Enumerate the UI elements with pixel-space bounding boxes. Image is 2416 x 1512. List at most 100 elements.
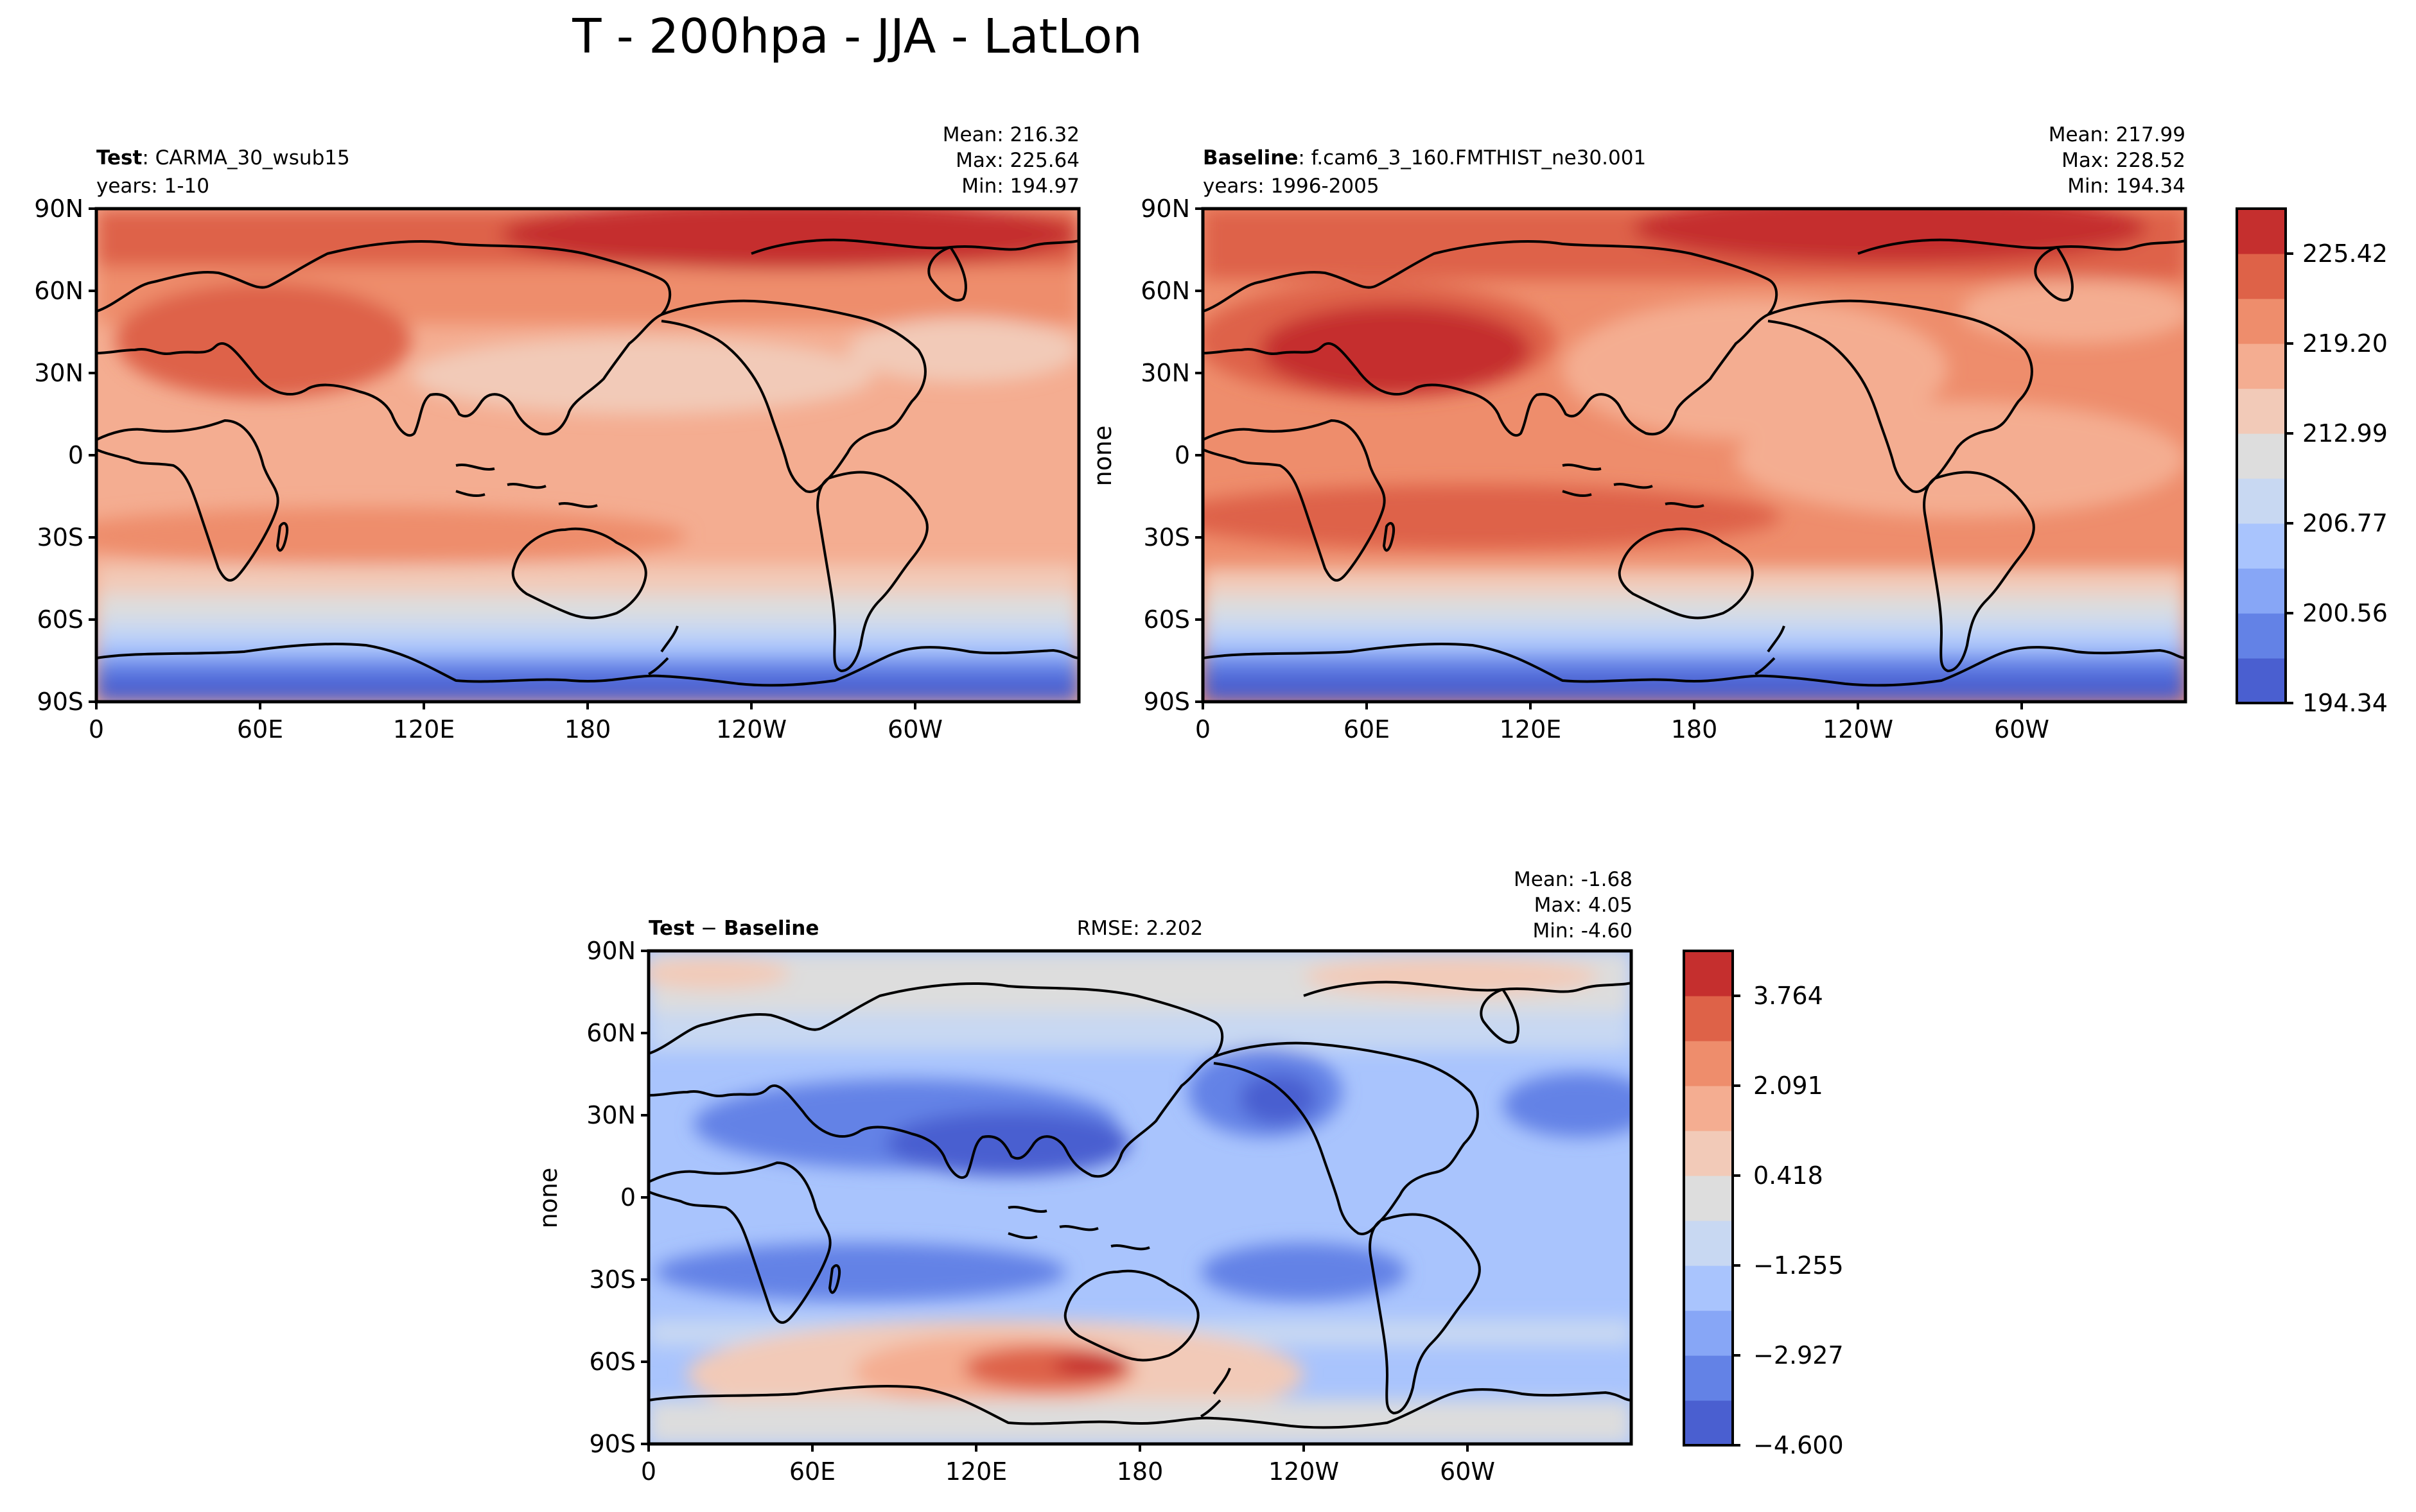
- diff-lon-tick: 0: [641, 1457, 656, 1486]
- test-map: 90N 60N 30N 0 30S 60S 90S 0 60E 120E 180…: [34, 195, 1081, 743]
- baseline-lat-tick: 30N: [1141, 359, 1190, 387]
- diff-panel-label: Test − Baseline: [649, 917, 819, 940]
- diff-colorbar-swatch: [1684, 1310, 1733, 1356]
- test-lat-tick: 90N: [34, 195, 83, 223]
- diff-colorbar-swatch: [1684, 1265, 1733, 1311]
- diff-lon-tick: 120W: [1268, 1457, 1339, 1486]
- abs-colorbar-swatch: [2237, 568, 2286, 614]
- baseline-lat-tick: 90N: [1141, 195, 1190, 223]
- diff-lon-tick: 60W: [1440, 1457, 1495, 1486]
- diff-colorbar-swatch: [1684, 1400, 1733, 1446]
- diff-colorbar-label: 3.764: [1753, 982, 1823, 1010]
- abs-colorbar: 225.42 219.20 212.99 206.77 200.56 194.3…: [2236, 207, 2388, 717]
- diff-colorbar-label: −1.255: [1753, 1251, 1844, 1280]
- abs-colorbar-swatch: [2237, 523, 2286, 569]
- test-min: Min: 194.97: [961, 175, 1080, 198]
- abs-colorbar-label: 200.56: [2302, 599, 2388, 627]
- diff-lon-tick: 60E: [789, 1457, 836, 1486]
- test-max: Max: 225.64: [956, 149, 1080, 172]
- diff-ylabel: none: [534, 1168, 563, 1229]
- abs-colorbar-swatch: [2237, 254, 2286, 299]
- baseline-panel-label: Baseline: f.cam6_3_160.FMTHIST_ne30.001: [1203, 146, 1646, 169]
- baseline-lat-tick: 30S: [1144, 523, 1190, 552]
- baseline-years: years: 1996-2005: [1203, 175, 1379, 198]
- diff-lat-tick: 60N: [586, 1019, 636, 1047]
- test-lon-tick: 0: [89, 715, 104, 743]
- diff-mean: Mean: -1.68: [1514, 868, 1633, 891]
- test-mean: Mean: 216.32: [943, 123, 1080, 146]
- baseline-lat-tick: 60S: [1144, 605, 1190, 634]
- diff-colorbar: 3.764 2.091 0.418 −1.255 −2.927 −4.600: [1683, 950, 1844, 1459]
- abs-colorbar-swatches: [2237, 209, 2286, 704]
- diff-colorbar-label: −2.927: [1753, 1341, 1844, 1369]
- figure-title: T - 200hpa - JJA - LatLon: [572, 9, 1142, 64]
- test-lat-tick: 0: [68, 441, 83, 469]
- abs-colorbar-label: 194.34: [2302, 689, 2388, 717]
- diff-colorbar-swatch: [1684, 1041, 1733, 1086]
- test-lon-tick: 120E: [393, 715, 455, 743]
- baseline-lon-tick: 180: [1671, 715, 1718, 743]
- baseline-ylabel: none: [1089, 426, 1117, 487]
- abs-colorbar-swatch: [2237, 388, 2286, 434]
- baseline-lon-tick: 120E: [1500, 715, 1562, 743]
- baseline-lon-tick: 60E: [1344, 715, 1390, 743]
- diff-lat-tick: 60S: [590, 1348, 636, 1376]
- abs-colorbar-swatch: [2237, 613, 2286, 659]
- test-lon-tick: 60E: [237, 715, 283, 743]
- diff-colorbar-swatch: [1684, 951, 1733, 996]
- abs-colorbar-swatch: [2237, 433, 2286, 479]
- abs-colorbar-swatch: [2237, 299, 2286, 344]
- baseline-name-rest: : f.cam6_3_160.FMTHIST_ne30.001: [1298, 146, 1646, 169]
- abs-colorbar-label: 225.42: [2302, 239, 2388, 268]
- baseline-lon-tick: 60W: [1994, 715, 2049, 743]
- diff-lat-tick: 30S: [590, 1265, 636, 1294]
- diff-colorbar-label: 2.091: [1753, 1072, 1823, 1100]
- test-lon-tick: 180: [565, 715, 611, 743]
- test-panel: Test: CARMA_30_wsub15 years: 1-10 Mean: …: [34, 123, 1081, 743]
- diff-lon-tick: 180: [1117, 1457, 1164, 1486]
- diff-lat-tick: 0: [620, 1183, 636, 1212]
- abs-colorbar-swatch: [2237, 658, 2286, 704]
- diff-colorbar-label: 0.418: [1753, 1161, 1823, 1190]
- baseline-lat-tick: 0: [1175, 441, 1190, 469]
- diff-colorbar-swatch: [1684, 1131, 1733, 1176]
- baseline-lat-tick: 90S: [1144, 688, 1190, 716]
- test-panel-label: Test: CARMA_30_wsub15: [96, 146, 350, 169]
- test-lat-tick: 60N: [34, 277, 83, 305]
- diff-colorbar-label: −4.600: [1753, 1431, 1844, 1459]
- baseline-min: Min: 194.34: [2067, 175, 2185, 198]
- diff-rmse: RMSE: 2.202: [1077, 917, 1204, 940]
- test-lat-tick: 30S: [37, 523, 83, 552]
- baseline-lon-tick: 0: [1195, 715, 1211, 743]
- diff-name-mid: −: [694, 917, 724, 940]
- diff-lon-tick: 120E: [945, 1457, 1008, 1486]
- abs-colorbar-swatch: [2237, 343, 2286, 389]
- test-lat-tick: 90S: [37, 688, 83, 716]
- diff-colorbar-swatch: [1684, 1086, 1733, 1131]
- baseline-name-bold: Baseline: [1203, 146, 1298, 169]
- abs-colorbar-label: 206.77: [2302, 509, 2388, 537]
- baseline-max: Max: 228.52: [2061, 149, 2185, 172]
- diff-lat-tick: 30N: [586, 1101, 636, 1129]
- abs-colorbar-label: 219.20: [2302, 329, 2388, 358]
- diff-colorbar-swatch: [1684, 1355, 1733, 1401]
- diff-min: Min: -4.60: [1532, 919, 1633, 943]
- baseline-mean: Mean: 217.99: [2049, 123, 2185, 146]
- test-years: years: 1-10: [96, 175, 209, 198]
- baseline-lon-tick: 120W: [1823, 715, 1893, 743]
- diff-colorbar-swatches: [1684, 951, 1733, 1446]
- test-lon-tick: 120W: [716, 715, 787, 743]
- abs-colorbar-swatch: [2237, 209, 2286, 254]
- abs-colorbar-swatch: [2237, 478, 2286, 524]
- diff-name-bold2: Baseline: [724, 917, 819, 940]
- diff-lat-tick: 90N: [586, 937, 636, 965]
- abs-colorbar-label: 212.99: [2302, 419, 2388, 448]
- baseline-lat-tick: 60N: [1141, 277, 1190, 305]
- diff-colorbar-swatch: [1684, 1176, 1733, 1221]
- diff-max: Max: 4.05: [1534, 894, 1633, 917]
- diff-map: 90N 60N 30N 0 30S 60S 90S 0 60E 120E 180…: [586, 937, 1633, 1486]
- baseline-panel: Baseline: f.cam6_3_160.FMTHIST_ne30.001 …: [1089, 123, 2187, 743]
- diff-lat-tick: 90S: [590, 1430, 636, 1458]
- test-name-bold: Test: [96, 146, 143, 169]
